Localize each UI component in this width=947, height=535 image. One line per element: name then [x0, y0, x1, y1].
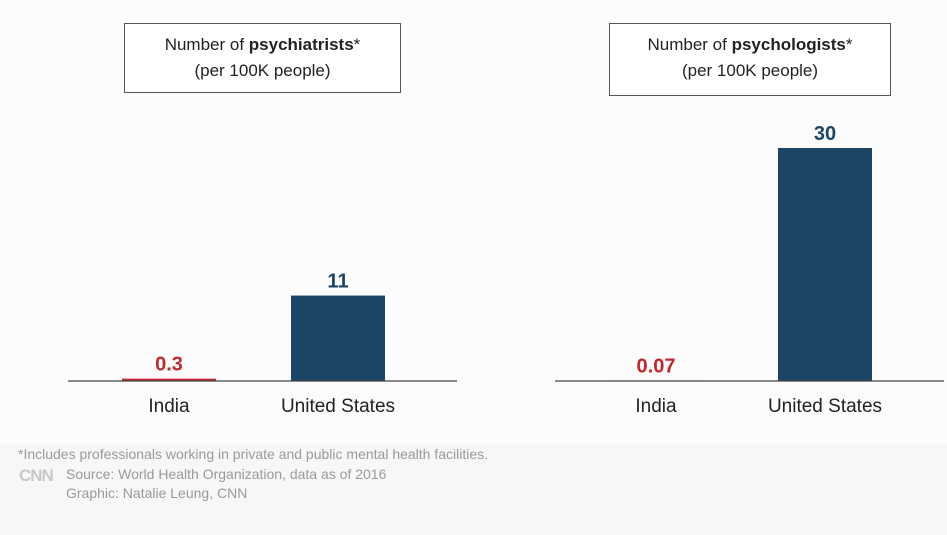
- category-label: India: [635, 396, 677, 417]
- value-label: 11: [327, 271, 348, 293]
- value-label: 0.3: [155, 354, 183, 376]
- bar-united-states: [291, 295, 385, 381]
- psychiatrists-panel: Number of psychiatrists* (per 100K peopl…: [0, 0, 470, 430]
- category-label: United States: [281, 396, 395, 417]
- category-label: United States: [768, 396, 882, 417]
- chart-title: Number of psychologists*: [647, 35, 853, 54]
- psychiatrists-bar-chart: 0.3 India 11 United States: [68, 271, 457, 417]
- source-credit: Source: World Health Organization, data …: [66, 465, 386, 503]
- psychologists-bar-chart: 0.07 India 30 United States: [555, 123, 944, 417]
- footnote: *Includes professionals working in priva…: [18, 446, 489, 462]
- psychologists-panel: Number of psychologists* (per 100K peopl…: [475, 0, 947, 430]
- value-label: 0.07: [637, 355, 676, 377]
- chart-subtitle: (per 100K people): [681, 61, 819, 80]
- cnn-logo: CNN: [19, 466, 54, 485]
- chart-title-box: Number of psychiatrists* (per 100K peopl…: [124, 23, 401, 93]
- chart-subtitle: (per 100K people): [194, 61, 331, 80]
- value-label: 30: [814, 123, 836, 145]
- bar-united-states: [778, 148, 872, 381]
- footer: *Includes professionals working in priva…: [0, 444, 947, 535]
- credit-text: Graphic: Natalie Leung, CNN: [66, 485, 248, 501]
- chart-title: Number of psychiatrists*: [164, 35, 361, 54]
- source-text: Source: World Health Organization, data …: [66, 466, 387, 482]
- category-label: India: [148, 396, 190, 417]
- bar-india: [122, 378, 216, 381]
- chart-title-box: Number of psychologists* (per 100K peopl…: [609, 23, 891, 96]
